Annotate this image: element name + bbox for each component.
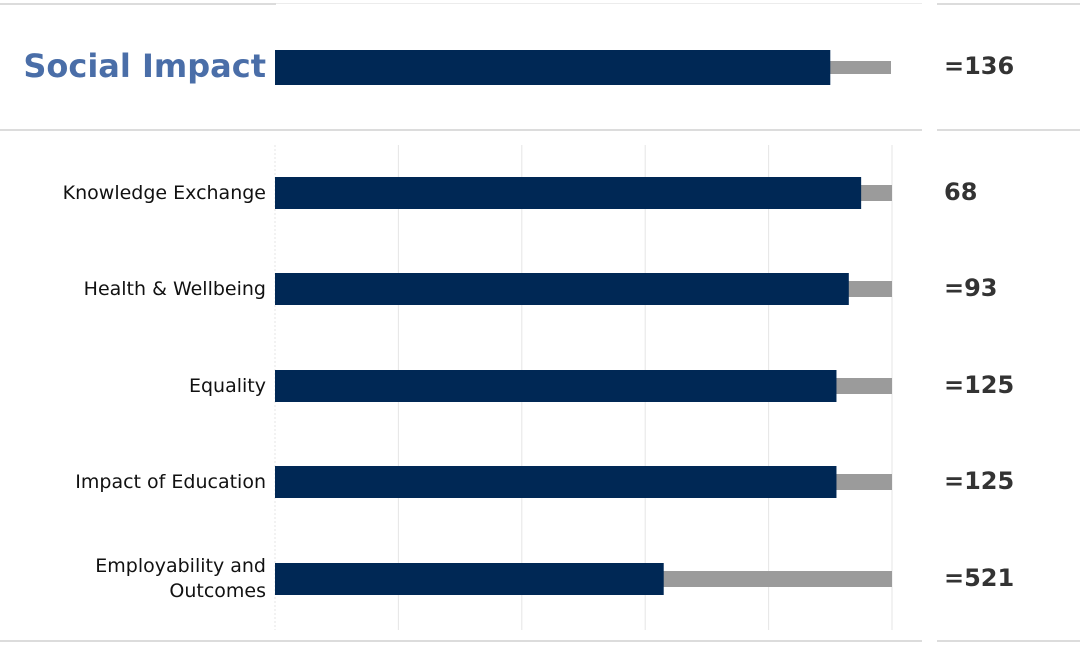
top-rule-center — [276, 3, 922, 4]
category-label: Health & Wellbeing — [83, 278, 266, 300]
category-label: Impact of Education — [75, 471, 266, 493]
category-rank: 68 — [944, 178, 978, 206]
bar — [275, 177, 862, 209]
category-label: Knowledge Exchange — [62, 182, 266, 204]
category-rank: =521 — [944, 564, 1015, 592]
category-rank: =93 — [944, 274, 998, 302]
bar — [275, 273, 849, 305]
header-bar — [275, 50, 831, 85]
bar — [275, 370, 837, 402]
header-divider-right — [937, 129, 1080, 131]
bottom-rule-right — [937, 640, 1080, 642]
category-rank: =125 — [944, 467, 1015, 495]
top-rule-left — [0, 3, 276, 5]
category-label: Employability and Outcomes — [95, 555, 266, 602]
top-rule-right — [937, 3, 1080, 5]
bar — [275, 563, 664, 595]
header-divider-left — [0, 129, 922, 131]
bottom-rule-left — [0, 640, 922, 642]
section-title: Social Impact — [23, 47, 266, 85]
category-label: Equality — [188, 375, 266, 397]
section-rank: =136 — [944, 52, 1015, 80]
bar — [275, 466, 837, 498]
category-rank: =125 — [944, 371, 1015, 399]
